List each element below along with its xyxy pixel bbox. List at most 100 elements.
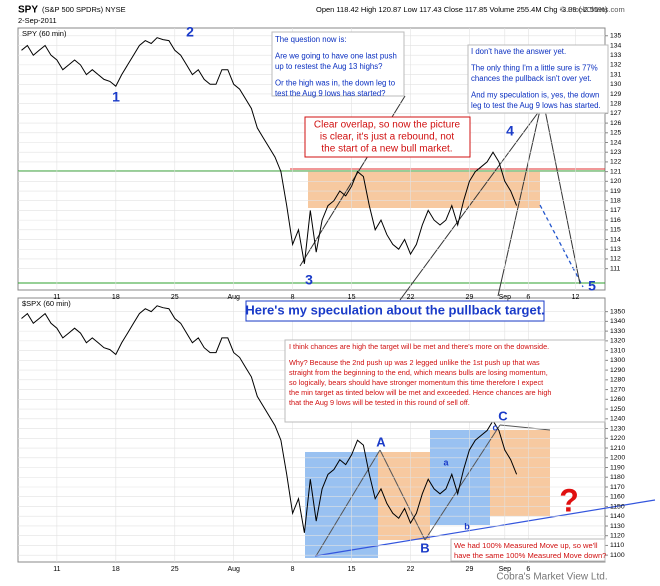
y-tick-label: 128 [610, 100, 622, 107]
y-tick-label: 125 [610, 130, 622, 137]
y-tick-label: 1230 [610, 425, 625, 432]
measured-move-down [378, 452, 430, 540]
y-tick-label: 118 [610, 198, 621, 205]
x-tick-label: 12 [572, 294, 580, 301]
annotation-text: chances the pullback isn't over yet. [471, 74, 592, 83]
x-tick-label: 22 [407, 566, 415, 573]
quote: Open 118.42 High 120.87 Low 117.43 Close… [316, 5, 608, 14]
annotation-text: Clear overlap, so now the picture [314, 120, 461, 131]
y-tick-label: 115 [610, 227, 621, 234]
y-tick-label: 1160 [610, 494, 625, 501]
annotation-text: have the same 100% Measured Move down? [454, 551, 606, 560]
y-tick-label: 1280 [610, 377, 625, 384]
annotation-text: I don't have the answer yet. [471, 47, 566, 56]
legend-label: $SPX (60 min) [22, 299, 71, 308]
annotation-text: ? [559, 482, 579, 518]
y-tick-label: 129 [610, 91, 622, 98]
annotation-box [467, 44, 609, 114]
price-line [21, 305, 518, 533]
x-tick-label: Aug [227, 566, 240, 573]
wave-line [424, 424, 501, 541]
y-tick-label: 1170 [610, 484, 625, 491]
annotation-box [271, 31, 405, 97]
annotation-text: up to restest the Aug 13 highs? [275, 62, 383, 71]
y-tick-label: 1120 [610, 532, 625, 539]
y-tick-label: 121 [610, 168, 622, 175]
y-tick-label: 131 [610, 71, 622, 78]
annotation-text: We had 100% Measured Move up, so we'll [454, 541, 598, 550]
ticker: SPY [18, 5, 38, 16]
x-tick-label: 6 [526, 294, 530, 301]
overlap-zone [308, 171, 540, 208]
annotation-box [245, 300, 545, 322]
annotation-text: test the Aug 9 lows has started? [275, 89, 386, 98]
annotation-text: so logically, bears should have stronger… [289, 378, 543, 387]
x-tick-label: Sep [499, 566, 512, 573]
y-tick-label: 1340 [610, 318, 625, 325]
y-tick-label: 122 [610, 159, 622, 166]
y-tick-label: 1330 [610, 328, 625, 335]
y-tick-label: 132 [610, 62, 622, 69]
y-tick-label: 126 [610, 120, 622, 127]
annotation-text: is clear, it's just a rebound, not [320, 132, 454, 143]
annotation-text: The only thing I'm a little sure is 77% [471, 64, 598, 73]
measured-move-up [305, 452, 378, 558]
measured-move-down [490, 430, 550, 516]
x-tick-label: 18 [112, 566, 120, 573]
y-tick-label: 1310 [610, 347, 625, 354]
trend-line [314, 499, 656, 557]
y-tick-label: 112 [610, 256, 621, 263]
annotation-text: b [464, 521, 470, 531]
annotation-text: Here's my speculation about the pullback… [245, 302, 544, 317]
annotation-box [284, 339, 606, 423]
y-tick-label: 1320 [610, 338, 625, 345]
pointer-line [544, 109, 581, 285]
date: 2-Sep-2011 [18, 16, 57, 25]
annotation-text: I think chances are high the target will… [289, 342, 549, 351]
x-tick-label: 15 [348, 294, 356, 301]
annotation-text: 3 [305, 272, 313, 288]
x-tick-label: Aug [227, 294, 240, 301]
annotation-text: leg to test the Aug 9 lows has started. [471, 101, 601, 110]
y-tick-label: 1110 [610, 542, 624, 549]
x-tick-label: 29 [466, 566, 474, 573]
y-tick-label: 1270 [610, 386, 625, 393]
credit: © StockCharts.com [560, 5, 625, 14]
annotation-text: The question now is: [275, 35, 347, 44]
x-tick-label: 11 [53, 294, 60, 301]
footer: Cobra's Market View Ltd. [496, 572, 607, 583]
x-tick-label: 18 [112, 294, 120, 301]
y-tick-label: 1240 [610, 416, 625, 423]
annotation-box [450, 538, 606, 562]
x-tick-label: 15 [348, 566, 356, 573]
annotation-text: the min target as tinted below will be m… [289, 388, 551, 397]
projection-line [539, 204, 584, 288]
annotation-text: Are we going to have one last push [275, 52, 397, 61]
annotation-text: the start of a new bull market. [321, 144, 452, 155]
y-tick-label: 117 [610, 207, 621, 214]
annotation-text: B [420, 540, 429, 555]
legend-label: SPY (60 min) [22, 29, 67, 38]
ticker-name: (S&P 500 SPDRs) NYSE [42, 5, 126, 14]
y-tick-label: 116 [610, 217, 621, 224]
y-tick-label: 127 [610, 110, 622, 117]
y-tick-label: 1130 [610, 523, 625, 530]
y-tick-label: 1150 [610, 503, 625, 510]
y-tick-label: 1140 [610, 513, 625, 520]
x-tick-label: 29 [466, 294, 474, 301]
y-tick-label: 113 [610, 246, 621, 253]
annotation-text: Why? Because the 2nd push up was 2 legge… [289, 358, 540, 367]
y-tick-label: 1200 [610, 455, 625, 462]
y-tick-label: 114 [610, 236, 621, 243]
x-tick-label: 25 [171, 294, 179, 301]
y-tick-label: 1180 [610, 474, 625, 481]
x-tick-label: 8 [291, 566, 295, 573]
x-tick-label: 11 [53, 566, 60, 573]
y-tick-label: 120 [610, 178, 622, 185]
wave-line [379, 449, 426, 541]
y-tick-label: 135 [610, 33, 622, 40]
x-tick-label: 25 [171, 566, 179, 573]
y-tick-label: 130 [610, 81, 622, 88]
x-tick-label: Sep [499, 294, 512, 301]
